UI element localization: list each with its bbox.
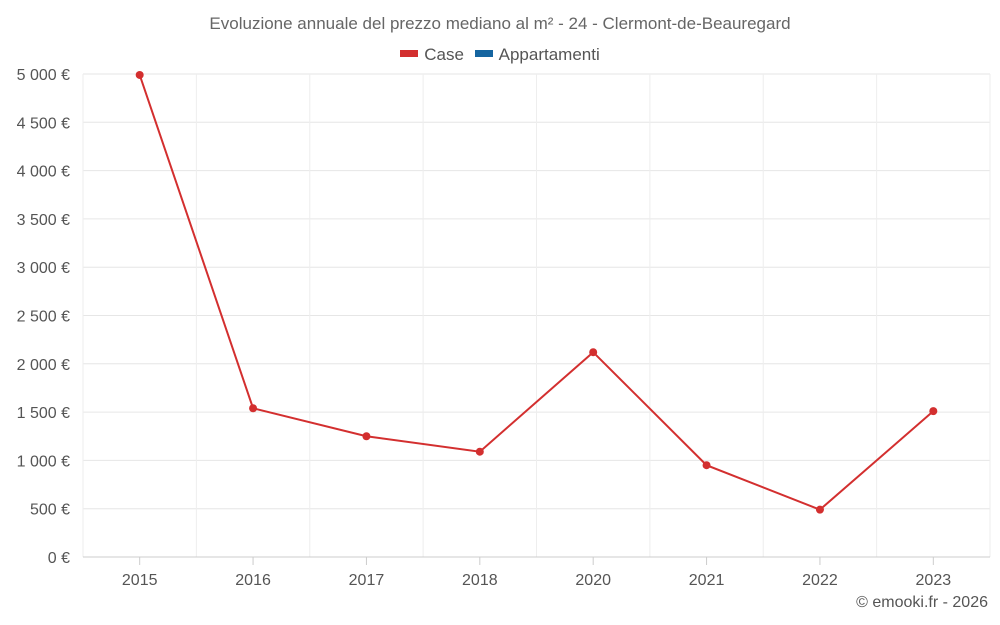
data-point[interactable]	[249, 404, 258, 413]
series-line	[138, 74, 934, 511]
x-tick-label: 2016	[235, 572, 271, 589]
x-tick-label: 2023	[916, 572, 952, 589]
x-tick-label: 2015	[122, 572, 158, 589]
x-tick-label: 2020	[575, 572, 611, 589]
y-tick-label: 500 €	[30, 502, 70, 519]
y-tick-label: 3 500 €	[17, 212, 70, 229]
x-tick-label: 2017	[349, 572, 385, 589]
series-case	[135, 70, 938, 514]
x-tick-label: 2018	[462, 572, 498, 589]
data-point[interactable]	[475, 447, 484, 456]
data-point[interactable]	[362, 432, 371, 441]
credits: © emooki.fr - 2026	[856, 594, 988, 611]
grid-lines	[82, 73, 991, 558]
y-tick-label: 1 500 €	[17, 405, 70, 422]
x-tick-label: 2021	[689, 572, 725, 589]
legend-item-appartamenti[interactable]: Appartamenti	[474, 45, 600, 65]
chart-legend: Case Appartamenti	[0, 45, 1000, 65]
legend-item-case[interactable]: Case	[400, 45, 464, 65]
data-point[interactable]	[929, 407, 938, 416]
legend-label-appartamenti: Appartamenti	[498, 45, 600, 64]
x-tick-label: 2022	[802, 572, 838, 589]
y-tick-label: 4 500 €	[17, 115, 70, 132]
y-tick-label: 4 000 €	[17, 164, 70, 181]
legend-swatch-case	[400, 50, 419, 58]
legend-swatch-appartamenti	[474, 50, 493, 58]
chart-title: Evoluzione annuale del prezzo mediano al…	[209, 14, 791, 33]
y-tick-label: 5 000 €	[17, 67, 70, 84]
data-point[interactable]	[135, 70, 144, 79]
legend-label-case: Case	[424, 45, 464, 64]
y-tick-label: 2 500 €	[17, 309, 70, 326]
y-tick-label: 3 000 €	[17, 260, 70, 277]
data-point[interactable]	[815, 505, 824, 514]
y-tick-label: 2 000 €	[17, 357, 70, 374]
x-axis: 2015 2016 2017 2018 2020 2021 2022 2023	[83, 556, 990, 589]
data-point[interactable]	[702, 461, 711, 470]
data-point[interactable]	[589, 348, 598, 357]
y-tick-label: 1 000 €	[17, 453, 70, 470]
y-tick-label: 0 €	[48, 550, 70, 567]
y-axis: 0 € 500 € 1 000 € 1 500 € 2 000 € 2 500 € 3 00…	[17, 67, 70, 567]
